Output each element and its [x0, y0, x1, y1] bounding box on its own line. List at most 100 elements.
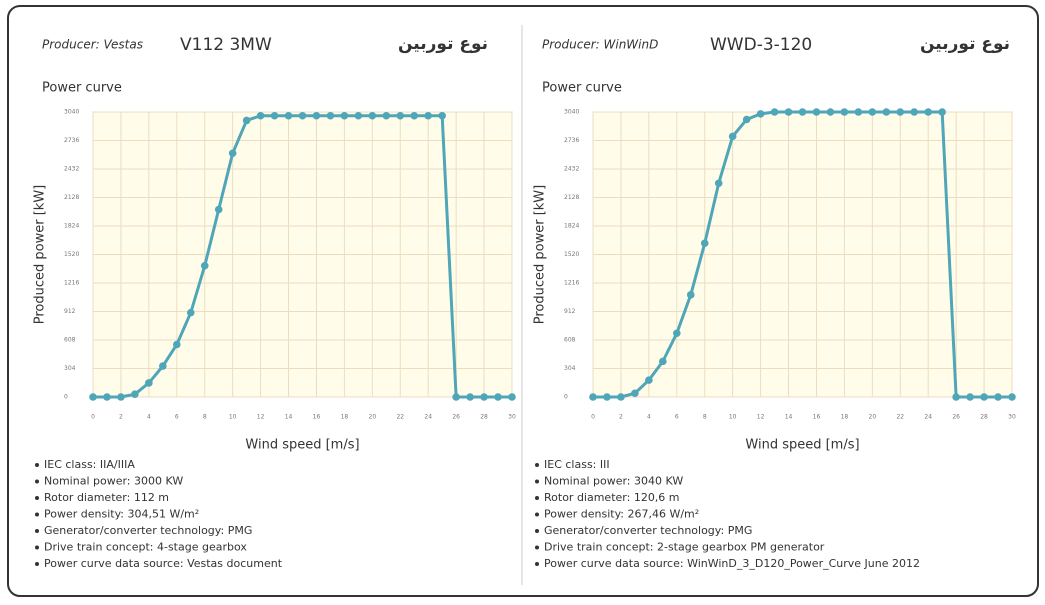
turbine-type-label: نوع توربين: [920, 34, 1010, 54]
bullet: [535, 545, 539, 550]
x-tick-label: 24: [924, 414, 932, 421]
x-tick-label: 26: [452, 414, 460, 421]
x-tick-label: 4: [147, 414, 151, 421]
data-point: [340, 111, 349, 120]
x-tick-label: 28: [980, 414, 988, 421]
y-tick-label: 1824: [564, 223, 579, 230]
data-point: [840, 108, 849, 116]
data-point: [631, 389, 639, 398]
y-tick-label: 1216: [564, 280, 579, 287]
x-tick-label: 30: [508, 414, 516, 421]
x-tick-label: 4: [647, 414, 651, 421]
spec-item: Power density: 304,51 W/m²: [44, 508, 199, 521]
data-point: [494, 393, 502, 401]
data-point: [603, 393, 611, 401]
x-tick-label: 26: [952, 414, 960, 421]
x-tick-label: 8: [703, 414, 707, 421]
data-point: [452, 393, 460, 401]
spec-item: Generator/converter technology: PMG: [544, 524, 752, 537]
model: V112 3MW: [180, 35, 272, 55]
y-axis-label: Produced power [kW]: [533, 185, 548, 324]
data-point: [410, 111, 419, 120]
data-point: [242, 116, 251, 125]
x-tick-label: 30: [1008, 414, 1016, 421]
bullet: [535, 529, 539, 533]
data-point: [284, 111, 293, 120]
data-point: [480, 393, 488, 401]
data-point: [938, 108, 946, 116]
x-tick-label: 18: [841, 414, 849, 421]
data-point: [103, 393, 111, 401]
model: WWD-3-120: [710, 35, 812, 55]
spec-item: IEC class: III: [544, 458, 610, 471]
data-point: [673, 329, 681, 338]
x-tick-label: 2: [619, 414, 623, 421]
bullet: [35, 479, 39, 484]
data-point: [896, 108, 905, 116]
data-point: [812, 108, 821, 116]
y-tick-label: 1216: [64, 280, 79, 287]
y-tick-label: 2432: [64, 166, 79, 173]
data-point: [854, 108, 863, 116]
bullet: [35, 512, 39, 517]
y-tick-label: 304: [564, 365, 576, 372]
data-point: [368, 111, 377, 120]
data-point: [131, 390, 139, 398]
data-point: [868, 108, 877, 116]
data-point: [714, 179, 723, 188]
data-point: [910, 108, 919, 116]
data-point: [200, 261, 209, 270]
x-tick-label: 6: [675, 414, 679, 421]
y-tick-label: 1520: [564, 251, 579, 258]
x-tick-label: 10: [229, 414, 237, 421]
data-point: [924, 108, 932, 116]
x-tick-label: 28: [480, 414, 488, 421]
y-tick-label: 3040: [64, 109, 79, 116]
data-point: [645, 376, 653, 384]
data-point: [396, 111, 405, 120]
x-tick-label: 18: [341, 414, 349, 421]
chart-title: Power curve: [542, 81, 622, 96]
bullet: [35, 562, 39, 566]
data-point: [798, 108, 807, 116]
y-tick-label: 2736: [564, 137, 579, 144]
spec-item: IEC class: IIA/IIIA: [44, 458, 135, 471]
x-tick-label: 0: [591, 414, 595, 421]
data-point: [784, 108, 793, 116]
x-tick-label: 12: [757, 414, 765, 421]
bullet: [535, 479, 539, 484]
data-point: [186, 308, 195, 317]
x-axis-label: Wind speed [m/s]: [745, 438, 859, 453]
data-point: [980, 393, 988, 401]
y-tick-label: 2432: [564, 166, 579, 173]
y-tick-label: 0: [64, 394, 68, 401]
x-tick-label: 20: [369, 414, 377, 421]
bullet: [535, 496, 539, 500]
y-tick-label: 2128: [564, 194, 579, 201]
data-point: [756, 110, 765, 118]
spec-item: Drive train concept: 4-stage gearbox: [44, 541, 247, 554]
y-tick-label: 608: [564, 337, 576, 344]
data-point: [952, 393, 960, 401]
spec-item: Power curve data source: WinWinD_3_D120_…: [544, 557, 920, 570]
data-point: [173, 340, 181, 349]
x-tick-label: 16: [813, 414, 821, 421]
bullet: [535, 463, 539, 467]
spec-item: Rotor diameter: 112 m: [44, 491, 169, 504]
bullet: [35, 529, 39, 533]
spec-item: Drive train concept: 2-stage gearbox PM …: [544, 541, 825, 554]
y-tick-label: 912: [564, 308, 576, 315]
data-point: [770, 108, 779, 116]
spec-item: Nominal power: 3040 KW: [544, 475, 683, 488]
data-point: [742, 115, 751, 124]
bullet: [35, 496, 39, 500]
x-tick-label: 0: [91, 414, 95, 421]
bullet: [535, 562, 539, 566]
data-point: [728, 132, 737, 141]
producer: Producer: WinWinD: [542, 38, 658, 52]
data-point: [159, 362, 167, 370]
y-tick-label: 2736: [64, 137, 79, 144]
data-point: [382, 111, 391, 120]
y-tick-label: 3040: [564, 109, 579, 116]
data-point: [89, 393, 97, 401]
